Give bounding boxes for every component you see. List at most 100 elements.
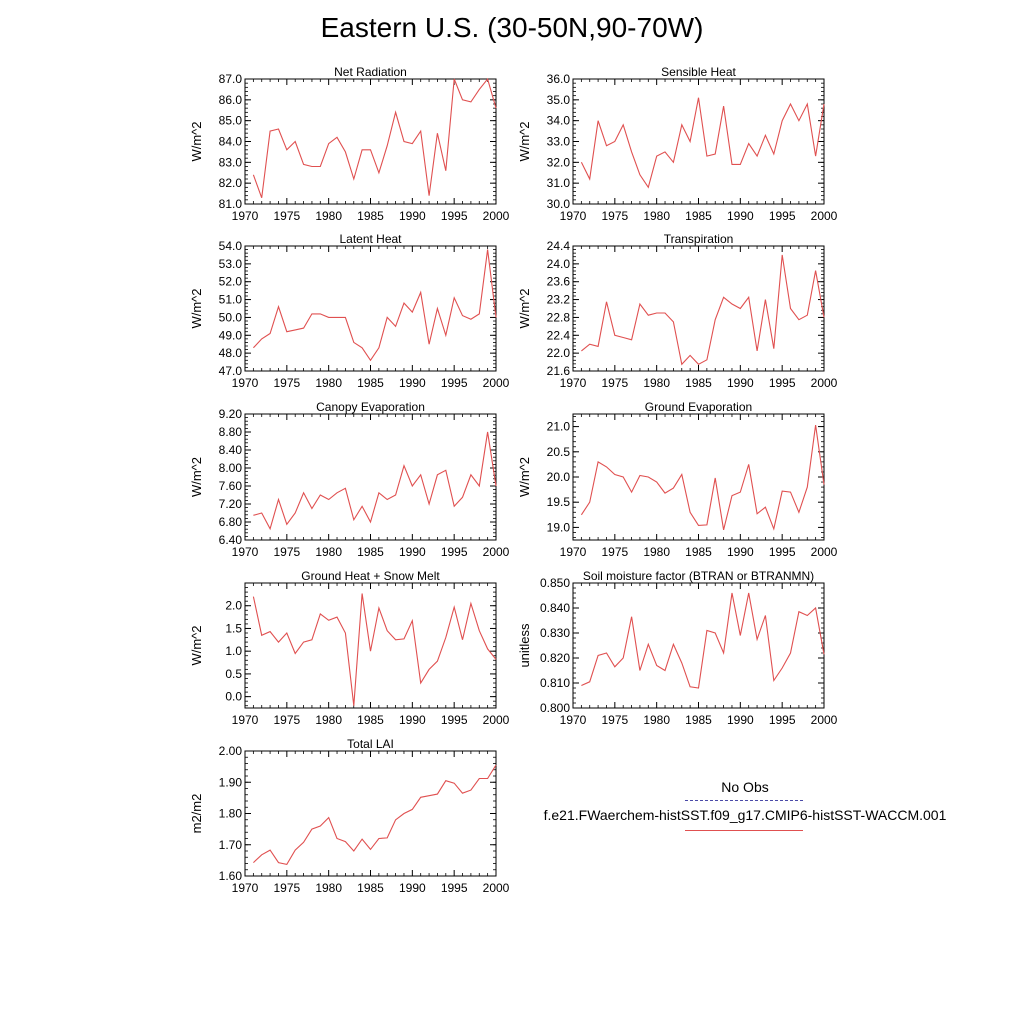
panel-title: Sensible Heat	[661, 65, 736, 79]
x-tick-label: 1985	[685, 209, 712, 223]
figure-title: Eastern U.S. (30-50N,90-70W)	[320, 12, 704, 43]
y-tick-label: 0.820	[540, 651, 570, 665]
x-tick-label: 1995	[769, 376, 796, 390]
panel-title: Ground Evaporation	[645, 400, 752, 414]
x-tick-label: 1990	[727, 376, 754, 390]
legend-obs-line	[685, 800, 803, 801]
x-tick-label: 1980	[315, 713, 342, 727]
y-tick-label: 1.70	[219, 838, 243, 852]
y-tick-label: 47.0	[219, 364, 243, 378]
series-line	[252, 249, 497, 362]
series-line	[581, 254, 825, 366]
plot-frame	[244, 245, 497, 372]
plot-frame	[572, 413, 825, 541]
x-tick-label: 1990	[399, 713, 426, 727]
y-tick-label: 34.0	[547, 114, 571, 128]
x-tick-label: 1970	[560, 376, 587, 390]
x-tick-label: 1995	[769, 713, 796, 727]
plot-frame	[572, 582, 825, 709]
y-tick-label: 32.0	[547, 155, 571, 169]
y-tick-label: 7.60	[219, 479, 243, 493]
y-tick-label: 22.0	[547, 346, 571, 360]
y-tick-label: 1.80	[219, 807, 243, 821]
y-tick-label: 6.40	[219, 533, 243, 547]
x-tick-label: 1970	[232, 376, 259, 390]
y-tick-label: 54.0	[219, 239, 243, 253]
x-tick-label: 1975	[601, 713, 628, 727]
x-tick-label: 1995	[441, 881, 468, 895]
x-tick-label: 1975	[273, 713, 300, 727]
plot-frame	[244, 750, 497, 877]
x-tick-label: 1970	[232, 713, 259, 727]
series-line	[252, 593, 497, 706]
x-tick-label: 2000	[483, 376, 510, 390]
y-axis-label: W/m^2	[517, 288, 532, 328]
x-tick-label: 1985	[357, 881, 384, 895]
y-tick-label: 0.0	[225, 690, 242, 704]
panel-6: Ground Heat + Snow Melt W/m^2 0.0 0.5 1.0 1.5…	[189, 569, 510, 727]
panel-2: Latent Heat W/m^2 47.0 48.0 49.0 50.0 51.0 52.0…	[189, 232, 510, 390]
x-tick-label: 1990	[399, 376, 426, 390]
y-tick-label: 1.5	[225, 621, 242, 635]
y-tick-label: 87.0	[219, 72, 243, 86]
y-axis-label: W/m^2	[189, 121, 204, 161]
plot-frame	[244, 582, 497, 709]
y-tick-label: 0.810	[540, 676, 570, 690]
panel-7: Soil moisture factor (BTRAN or BTRANMN) u…	[517, 569, 838, 727]
y-tick-label: 23.2	[547, 293, 571, 307]
x-tick-label: 1995	[441, 545, 468, 559]
x-tick-label: 1985	[685, 713, 712, 727]
x-tick-label: 1970	[560, 713, 587, 727]
x-tick-label: 2000	[811, 209, 838, 223]
x-tick-label: 1980	[315, 376, 342, 390]
y-tick-label: 1.0	[225, 644, 242, 658]
x-tick-label: 1995	[769, 209, 796, 223]
y-tick-label: 36.0	[547, 72, 571, 86]
x-tick-label: 1980	[643, 545, 670, 559]
y-tick-label: 20.0	[547, 470, 571, 484]
x-tick-label: 1985	[685, 376, 712, 390]
x-tick-label: 1995	[441, 376, 468, 390]
panel-title: Total LAI	[347, 737, 394, 751]
panel-title: Soil moisture factor (BTRAN or BTRANMN)	[583, 569, 814, 583]
y-tick-label: 50.0	[219, 310, 243, 324]
y-tick-label: 2.00	[219, 744, 243, 758]
x-tick-label: 1985	[685, 545, 712, 559]
x-tick-label: 1975	[601, 545, 628, 559]
x-tick-label: 1990	[727, 545, 754, 559]
y-axis-label: W/m^2	[189, 457, 204, 497]
series-line	[253, 431, 497, 531]
y-axis-label: W/m^2	[517, 457, 532, 497]
x-tick-label: 1975	[273, 881, 300, 895]
x-tick-label: 1990	[399, 545, 426, 559]
y-tick-label: 21.6	[547, 364, 571, 378]
series-line	[253, 764, 497, 866]
x-tick-label: 1990	[399, 881, 426, 895]
y-tick-label: 53.0	[219, 257, 243, 271]
y-tick-label: 0.5	[225, 667, 242, 681]
x-tick-label: 2000	[811, 713, 838, 727]
y-tick-label: 35.0	[547, 93, 571, 107]
y-tick-label: 33.0	[547, 135, 571, 149]
y-tick-label: 82.0	[219, 176, 243, 190]
x-tick-label: 1970	[560, 545, 587, 559]
y-tick-label: 52.0	[219, 275, 243, 289]
y-tick-label: 0.800	[540, 701, 570, 715]
x-tick-label: 1970	[232, 209, 259, 223]
panel-5: Ground Evaporation W/m^2 19.0 19.5 20.0 20.5 2…	[517, 400, 838, 559]
plot-frame	[572, 245, 825, 372]
x-tick-label: 1970	[232, 881, 259, 895]
y-tick-label: 0.850	[540, 576, 570, 590]
y-tick-label: 1.90	[219, 775, 243, 789]
x-tick-label: 2000	[483, 881, 510, 895]
panel-3: Transpiration W/m^2 21.6 22.0 22.4 22.8 23.2 23…	[517, 232, 838, 390]
panel-title: Latent Heat	[339, 232, 402, 246]
y-axis-label: W/m^2	[517, 121, 532, 161]
y-tick-label: 86.0	[219, 93, 243, 107]
series-line	[580, 97, 825, 189]
x-tick-label: 1975	[273, 545, 300, 559]
y-axis-label: W/m^2	[189, 625, 204, 665]
x-tick-label: 1980	[643, 209, 670, 223]
x-tick-label: 1975	[601, 209, 628, 223]
